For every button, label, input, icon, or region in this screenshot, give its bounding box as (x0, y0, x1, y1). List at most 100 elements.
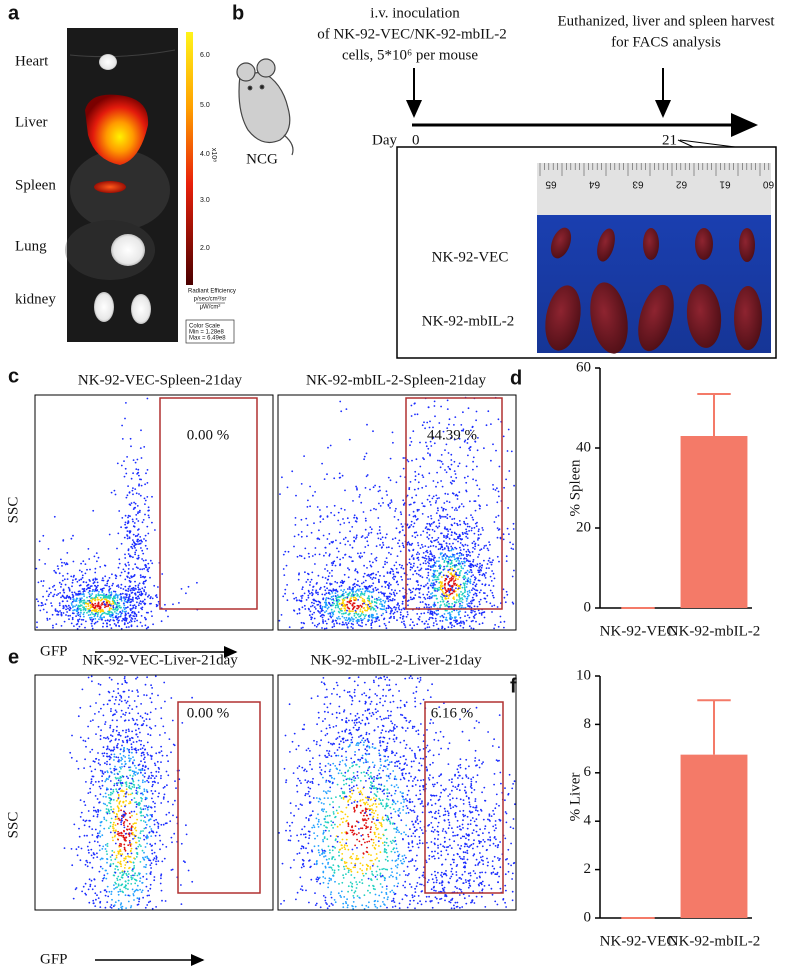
event-dot (98, 598, 100, 601)
event-dot (142, 875, 145, 878)
event-dot (382, 566, 385, 569)
event-dot (53, 584, 56, 587)
event-dot (125, 781, 128, 783)
event-dot (317, 610, 319, 612)
event-dot (408, 525, 411, 528)
event-dot (324, 546, 327, 549)
event-dot (441, 463, 444, 465)
event-dot (434, 501, 437, 504)
event-dot (317, 574, 320, 577)
event-dot (486, 594, 489, 597)
ruler-label: 64 (589, 178, 601, 189)
event-dot (375, 508, 377, 511)
event-dot (130, 782, 133, 785)
event-dot (504, 601, 507, 604)
event-dot (355, 537, 357, 540)
event-dot (352, 610, 354, 613)
event-dot (128, 531, 131, 534)
event-dot (359, 552, 362, 554)
event-dot (117, 688, 119, 690)
event-dot (144, 683, 147, 686)
event-dot (459, 597, 461, 600)
event-dot (106, 584, 108, 587)
event-dot (441, 548, 444, 551)
event-dot (47, 548, 50, 550)
event-dot (315, 600, 318, 603)
event-dot (127, 568, 130, 570)
event-dot (433, 561, 436, 564)
event-dot (475, 525, 478, 528)
event-dot (426, 606, 428, 609)
event-dot (130, 874, 133, 877)
event-dot (469, 600, 472, 603)
event-dot (329, 604, 332, 607)
event-dot (447, 560, 450, 563)
event-dot (459, 602, 461, 605)
event-dot (96, 798, 99, 800)
event-dot (97, 897, 100, 899)
event-dot (87, 591, 90, 594)
event-dot (144, 544, 147, 547)
event-dot (458, 533, 461, 536)
event-dot (400, 523, 403, 525)
event-dot (467, 577, 470, 580)
event-dot (410, 415, 413, 417)
event-dot (326, 473, 328, 476)
event-dot (127, 689, 130, 692)
event-dot (108, 890, 111, 893)
event-dot (503, 620, 506, 623)
event-dot (461, 586, 464, 589)
event-dot (300, 600, 303, 603)
event-dot (366, 567, 368, 569)
panel-label: a (8, 2, 20, 24)
event-dot (443, 627, 446, 630)
event-dot (123, 867, 126, 869)
event-dot (106, 622, 108, 625)
event-dot (143, 589, 146, 591)
event-dot (478, 623, 481, 625)
event-dot (133, 797, 136, 799)
event-dot (129, 856, 132, 858)
event-dot (476, 465, 478, 468)
event-dot (150, 755, 153, 758)
event-dot (78, 569, 81, 572)
event-dot (387, 607, 390, 610)
event-dot (492, 585, 495, 587)
event-dot (410, 544, 413, 546)
event-dot (478, 573, 481, 576)
event-dot (104, 723, 106, 725)
event-dot (75, 887, 78, 889)
event-dot (160, 761, 162, 763)
event-dot (129, 737, 131, 740)
event-dot (150, 777, 153, 779)
event-dot (145, 559, 147, 562)
event-dot (462, 626, 465, 629)
event-dot (132, 775, 134, 777)
event-dot (79, 598, 82, 601)
event-dot (441, 627, 443, 630)
event-dot (444, 515, 447, 518)
event-dot (130, 575, 133, 578)
colorbar-tick: 6.0 (200, 52, 210, 59)
event-dot (143, 851, 145, 854)
event-dot (365, 519, 367, 522)
event-dot (130, 545, 133, 548)
event-dot (141, 881, 144, 884)
event-dot (79, 706, 82, 709)
event-dot (355, 599, 358, 601)
event-dot (77, 715, 80, 718)
event-dot (149, 814, 152, 816)
event-dot (460, 591, 462, 593)
event-dot (146, 525, 149, 528)
event-dot (70, 604, 73, 606)
event-dot (305, 599, 308, 601)
event-dot (79, 816, 82, 818)
event-dot (134, 563, 137, 566)
event-dot (326, 604, 328, 607)
event-dot (429, 613, 431, 615)
event-dot (131, 543, 134, 546)
event-dot (117, 861, 119, 864)
event-dot (114, 615, 117, 618)
event-dot (126, 530, 129, 532)
event-dot (339, 581, 342, 584)
